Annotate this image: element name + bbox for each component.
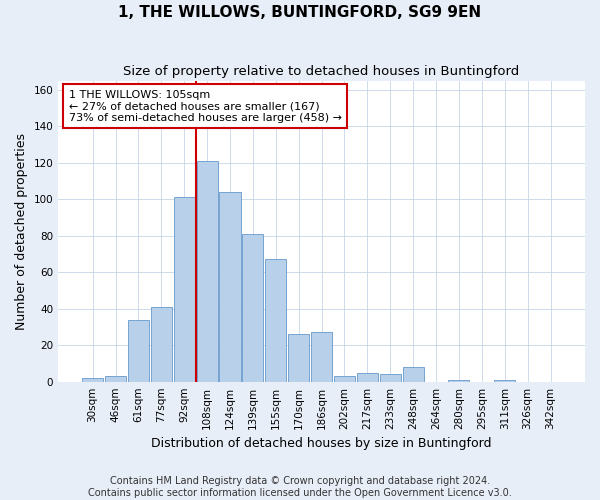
Bar [128,320,149,382]
Bar [357,372,378,382]
Bar [197,161,218,382]
Bar [380,374,401,382]
Bar [151,307,172,382]
Title: Size of property relative to detached houses in Buntingford: Size of property relative to detached ho… [124,65,520,78]
Bar [82,378,103,382]
Bar [265,260,286,382]
Bar [288,334,309,382]
Bar [334,376,355,382]
Bar [311,332,332,382]
Bar [242,234,263,382]
Text: 1, THE WILLOWS, BUNTINGFORD, SG9 9EN: 1, THE WILLOWS, BUNTINGFORD, SG9 9EN [118,5,482,20]
Bar [105,376,126,382]
Text: 1 THE WILLOWS: 105sqm
← 27% of detached houses are smaller (167)
73% of semi-det: 1 THE WILLOWS: 105sqm ← 27% of detached … [69,90,342,123]
Bar [494,380,515,382]
X-axis label: Distribution of detached houses by size in Buntingford: Distribution of detached houses by size … [151,437,492,450]
Bar [220,192,241,382]
Bar [448,380,469,382]
Bar [403,367,424,382]
Bar [173,198,195,382]
Text: Contains HM Land Registry data © Crown copyright and database right 2024.
Contai: Contains HM Land Registry data © Crown c… [88,476,512,498]
Y-axis label: Number of detached properties: Number of detached properties [15,132,28,330]
